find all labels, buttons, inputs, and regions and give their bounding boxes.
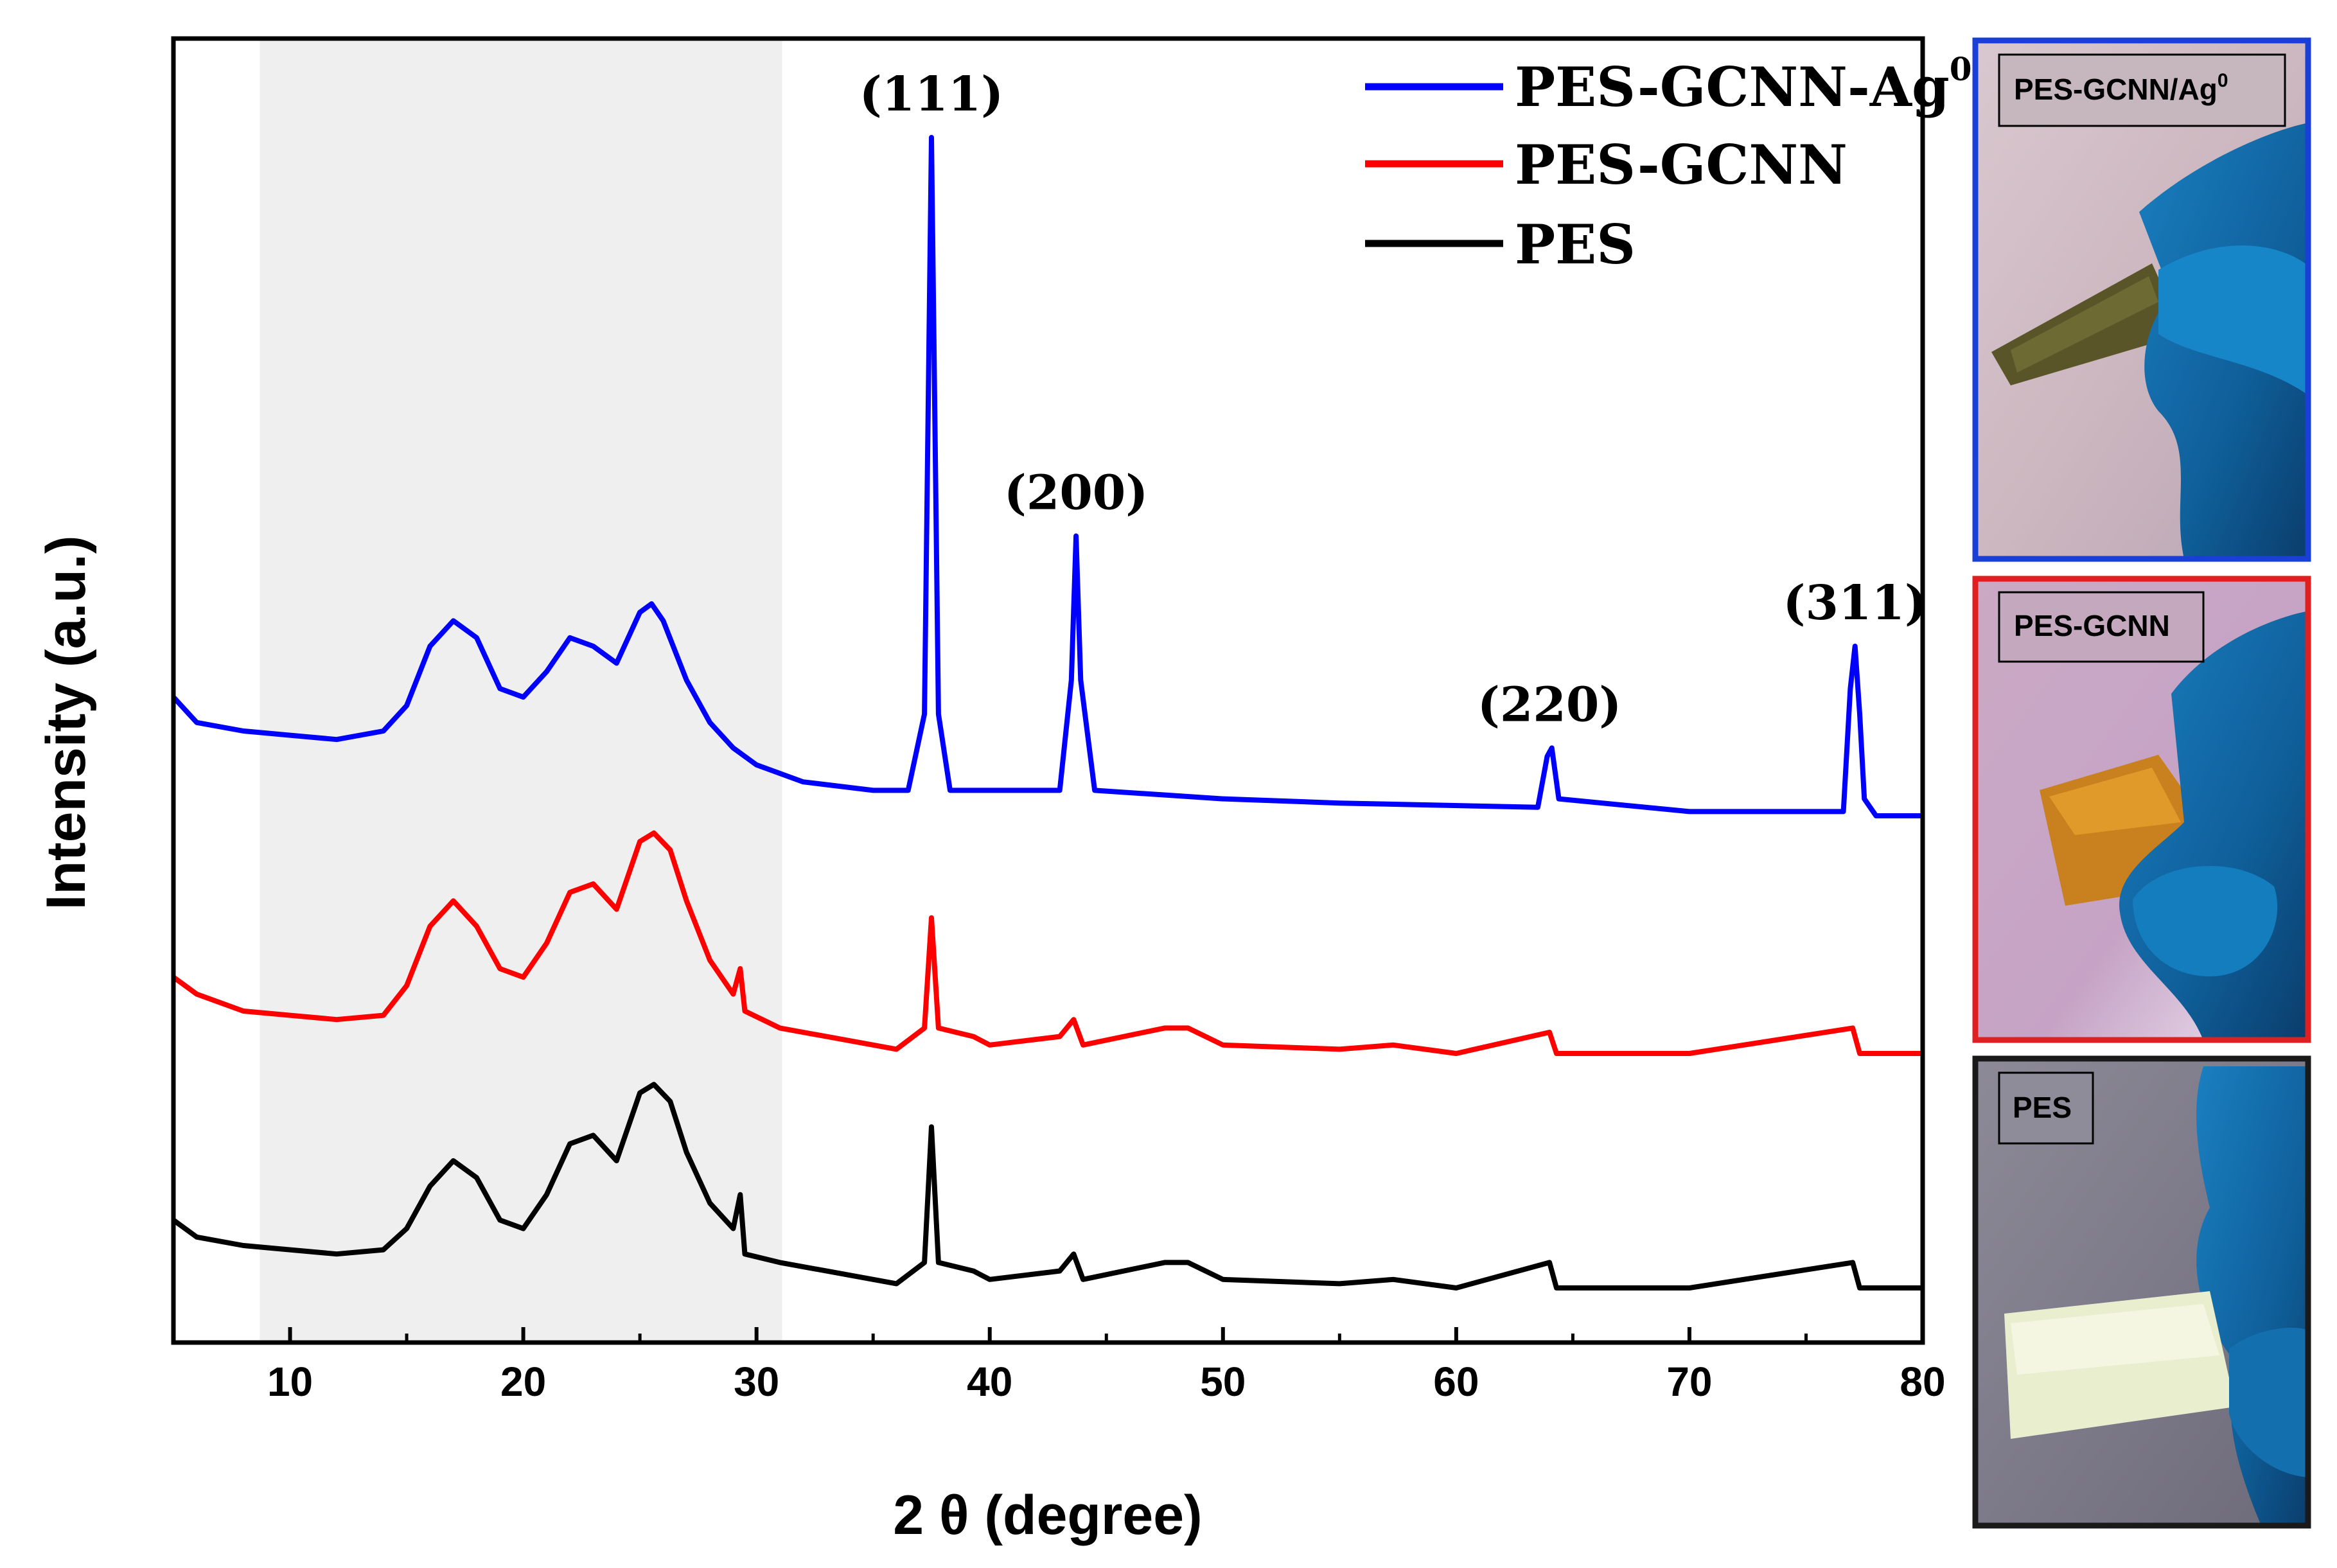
photo-label-box [1998,53,2286,127]
x-tick-label: 40 [967,1359,1012,1405]
x-tick-label: 30 [734,1359,779,1405]
series-line-pes-gcnn-ag [173,135,1923,818]
photo-frame-pes-gcnn [1972,576,2311,1043]
series-line-pes-gcnn [173,830,1923,1056]
photo-label-box [1998,1071,2094,1145]
x-axis-label: 2 θ (degree) [893,1484,1202,1546]
x-tick-label: 80 [1900,1359,1945,1405]
x-tick-label: 70 [1666,1359,1712,1405]
peak-label: (200) [1004,465,1149,520]
plot-frame [171,36,1925,1345]
series-line-pes [173,1082,1923,1291]
photo-label-pes-gcnn-ag: PES-GCNN/Ag0 [2014,70,2228,106]
legend: PES-GCNN-Ag0 PES-GCNN PES [1365,50,1972,276]
x-axis-ticks: 10 20 30 40 50 60 70 80 [267,1327,1946,1405]
peak-annotations: (111) (200) (220) (311) [860,67,1927,732]
x-tick-label: 10 [267,1359,313,1405]
photo-frame-pes-gcnn-ag [1972,37,2311,562]
x-tick-label: 50 [1200,1359,1246,1405]
plot-area: 10 20 30 40 50 60 70 80 [171,36,1946,1405]
series-layer [173,135,1923,1291]
photo-panel-pes: PES [1972,1055,2311,1529]
x-tick-label: 20 [500,1359,546,1405]
photo-label-pes: PES [2013,1091,2072,1124]
peak-label: (220) [1477,677,1622,732]
peak-label: (311) [1783,576,1927,631]
legend-label-pes-gcnn: PES-GCNN [1515,133,1848,197]
y-axis-label: Intensity (a.u.) [35,536,97,910]
legend-label-pes-gcnn-ag: PES-GCNN-Ag0 [1515,50,1972,119]
peak-label: (111) [860,67,1004,122]
photo-label-box [1998,591,2205,663]
photo-label-pes-gcnn: PES-GCNN [2014,609,2170,642]
shaded-region [260,39,782,1343]
photo-panel-pes-gcnn-ag: PES-GCNN/Ag0 [1972,37,2311,562]
legend-label-pes: PES [1515,213,1636,276]
photo-frame-pes [1972,1055,2311,1529]
x-tick-label: 60 [1433,1359,1479,1405]
photo-panel-pes-gcnn: PES-GCNN [1972,576,2311,1043]
